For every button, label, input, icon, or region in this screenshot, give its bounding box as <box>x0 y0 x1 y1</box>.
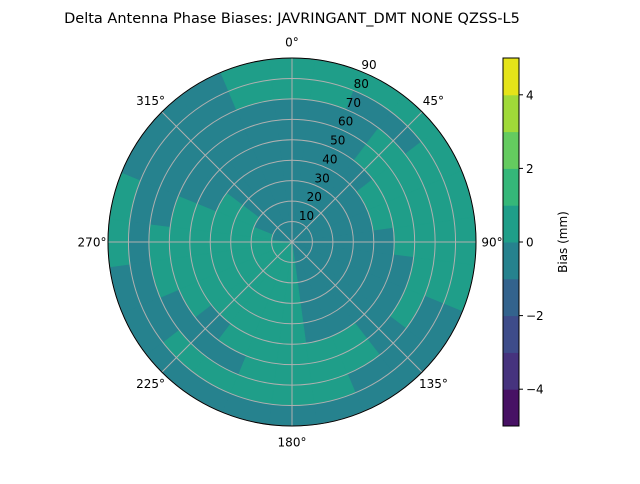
r-tick-label: 20 <box>307 190 322 204</box>
colorbar-tick-label: 0 <box>526 236 534 250</box>
r-tick-label: 10 <box>299 209 314 223</box>
colorbar-band <box>503 278 519 317</box>
r-tick-label: 70 <box>346 96 361 110</box>
theta-tick-labels: 0° 45° 90° 135° 180° 225° 270° 315° <box>78 36 503 450</box>
theta-tick-label: 225° <box>136 377 165 391</box>
colorbar-band <box>503 315 519 353</box>
r-tick-label: 40 <box>322 152 337 166</box>
colorbar-band <box>503 58 519 96</box>
colorbar-band <box>503 131 519 169</box>
r-tick-labels: 10 20 30 40 50 60 70 80 90 <box>299 58 377 223</box>
colorbar-tick-label: 2 <box>526 162 534 176</box>
theta-tick-label: 270° <box>78 236 107 250</box>
colorbar-band <box>503 352 519 390</box>
r-tick-label: 30 <box>314 171 329 185</box>
theta-tick-label: 45° <box>423 94 444 108</box>
colorbar-band <box>503 205 519 243</box>
colorbar-band <box>503 389 519 427</box>
theta-gridline <box>161 111 293 243</box>
polar-grid <box>107 57 477 427</box>
r-tick-label: 50 <box>330 134 345 148</box>
r-tick-label: 90 <box>361 58 376 72</box>
colorbar-label: Bias (mm) <box>556 211 570 273</box>
theta-tick-label: 180° <box>278 436 307 450</box>
colorbar-tick-label: −2 <box>526 309 544 323</box>
colorbar: −4 −2 0 2 4 <box>502 57 544 427</box>
theta-tick-label: 315° <box>136 94 165 108</box>
colorbar-band <box>503 94 519 133</box>
r-tick-label: 60 <box>338 115 353 129</box>
theta-tick-label: 90° <box>481 236 502 250</box>
r-tick-label: 80 <box>354 77 369 91</box>
theta-gridline <box>291 111 423 243</box>
colorbar-band <box>503 242 519 280</box>
colorbar-tick-label: 4 <box>526 88 534 102</box>
polar-frame <box>107 57 477 427</box>
chart-title: Delta Antenna Phase Biases: JAVRINGANT_D… <box>64 11 520 27</box>
theta-tick-label: 0° <box>285 36 299 50</box>
theta-gridline <box>291 241 423 373</box>
theta-gridline <box>161 241 293 373</box>
colorbar-tick-label: −4 <box>526 383 544 397</box>
colorbar-band <box>503 168 519 206</box>
theta-tick-label: 135° <box>419 377 448 391</box>
